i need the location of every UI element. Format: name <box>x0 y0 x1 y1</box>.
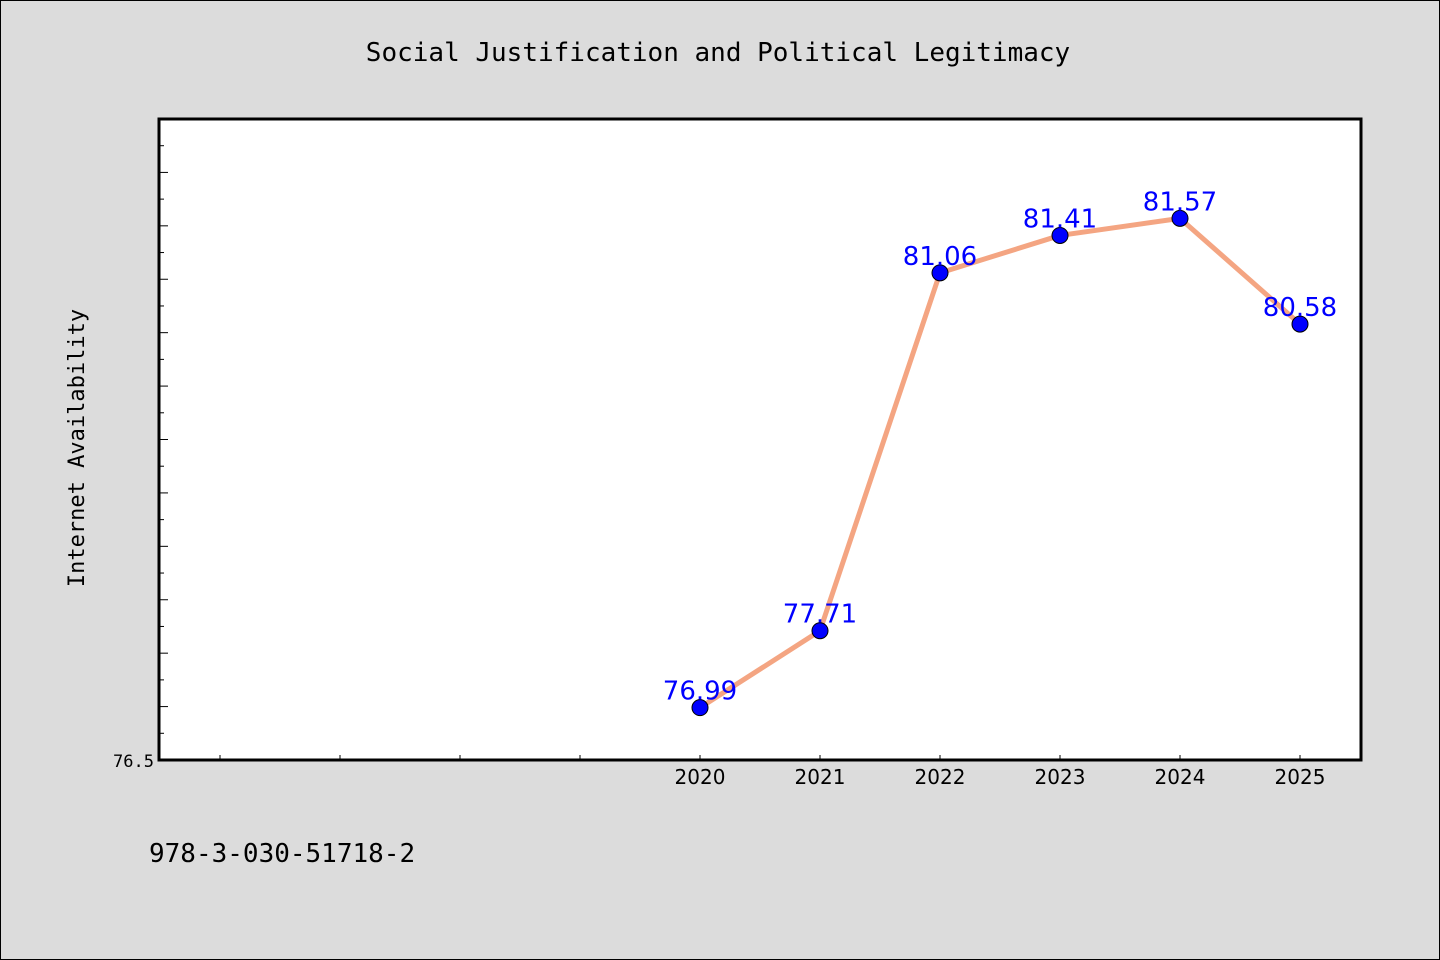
y-axis-label: Internet Availability <box>65 309 90 587</box>
data-point <box>1051 226 1069 244</box>
x-tick-label: 2024 <box>1155 765 1206 789</box>
data-label: 81.06 <box>903 242 977 272</box>
x-axis-ticks: 2020 2021 2022 2023 2024 2025 <box>219 755 1326 789</box>
chart-title: Social Justification and Political Legit… <box>366 38 1070 68</box>
data-label: 81.57 <box>1143 187 1217 217</box>
isbn-footer: 978-3-030-51718-2 <box>149 839 415 869</box>
data-label: 81.41 <box>1023 204 1097 234</box>
x-tick-label: 2020 <box>675 765 726 789</box>
x-tick-label: 2023 <box>1035 765 1086 789</box>
series-line-group: 76.99 77.71 81.06 81.41 81.57 80.58 <box>663 187 1337 717</box>
x-tick-label: 2022 <box>915 765 966 789</box>
plot-area <box>157 117 1363 762</box>
series-line <box>697 215 1303 711</box>
data-label: 80.58 <box>1263 293 1337 323</box>
data-point <box>931 264 949 282</box>
x-tick-label: 2025 <box>1275 765 1326 789</box>
data-point <box>691 699 709 717</box>
y-axis-ticks <box>159 145 168 761</box>
data-point <box>1291 315 1309 333</box>
x-tick-label: 2021 <box>795 765 846 789</box>
y-tick-label: 76.5 <box>113 752 154 772</box>
data-label: 76.99 <box>663 677 737 707</box>
data-label: 77.71 <box>783 600 857 630</box>
data-point <box>1171 209 1189 227</box>
data-point <box>811 622 829 640</box>
